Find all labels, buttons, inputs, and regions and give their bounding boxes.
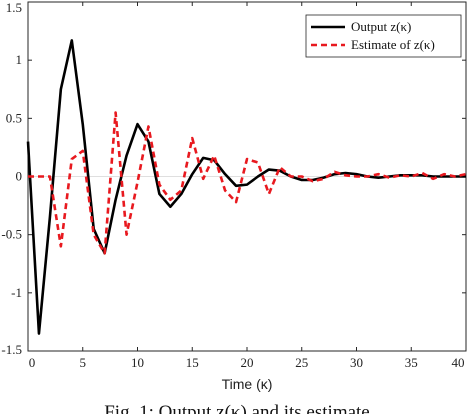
legend-box — [305, 14, 462, 58]
y-axis-ticks: -1.5 -1 -0.5 0 0.5 1 1.5 — [1, 0, 466, 357]
x-tick-label: 35 — [405, 355, 418, 370]
series-layer — [26, 39, 467, 335]
series-line-estimate — [28, 111, 467, 255]
y-tick-label: 0 — [16, 169, 23, 184]
x-axis-ticks: 0 5 10 15 20 25 30 35 40 — [27, 2, 467, 370]
x-tick-label: 20 — [241, 355, 254, 370]
legend: Output z(κ) Estimate of z(κ) — [305, 14, 462, 58]
x-axis-label: Time (κ) — [222, 376, 273, 392]
y-tick-label: 1.5 — [6, 0, 22, 15]
x-tick-label: 25 — [295, 355, 308, 370]
legend-label-output: Output z(κ) — [351, 19, 411, 34]
y-tick-label: -0.5 — [1, 227, 22, 242]
y-tick-label: 0.5 — [6, 110, 22, 125]
x-tick-label: 30 — [350, 355, 363, 370]
y-tick-label: -1 — [11, 285, 22, 300]
x-tick-label: 5 — [80, 355, 87, 370]
x-tick-label: 15 — [186, 355, 199, 370]
y-tick-label: 1 — [16, 52, 23, 67]
y-tick-label: -1.5 — [1, 342, 22, 357]
x-tick-label: 10 — [131, 355, 144, 370]
figure-caption: Fig. 1: Output z(κ) and its estimate — [104, 402, 370, 414]
x-tick-label: 40 — [452, 355, 465, 370]
x-tick-label: 0 — [29, 355, 36, 370]
legend-label-estimate: Estimate of z(κ) — [351, 37, 435, 52]
